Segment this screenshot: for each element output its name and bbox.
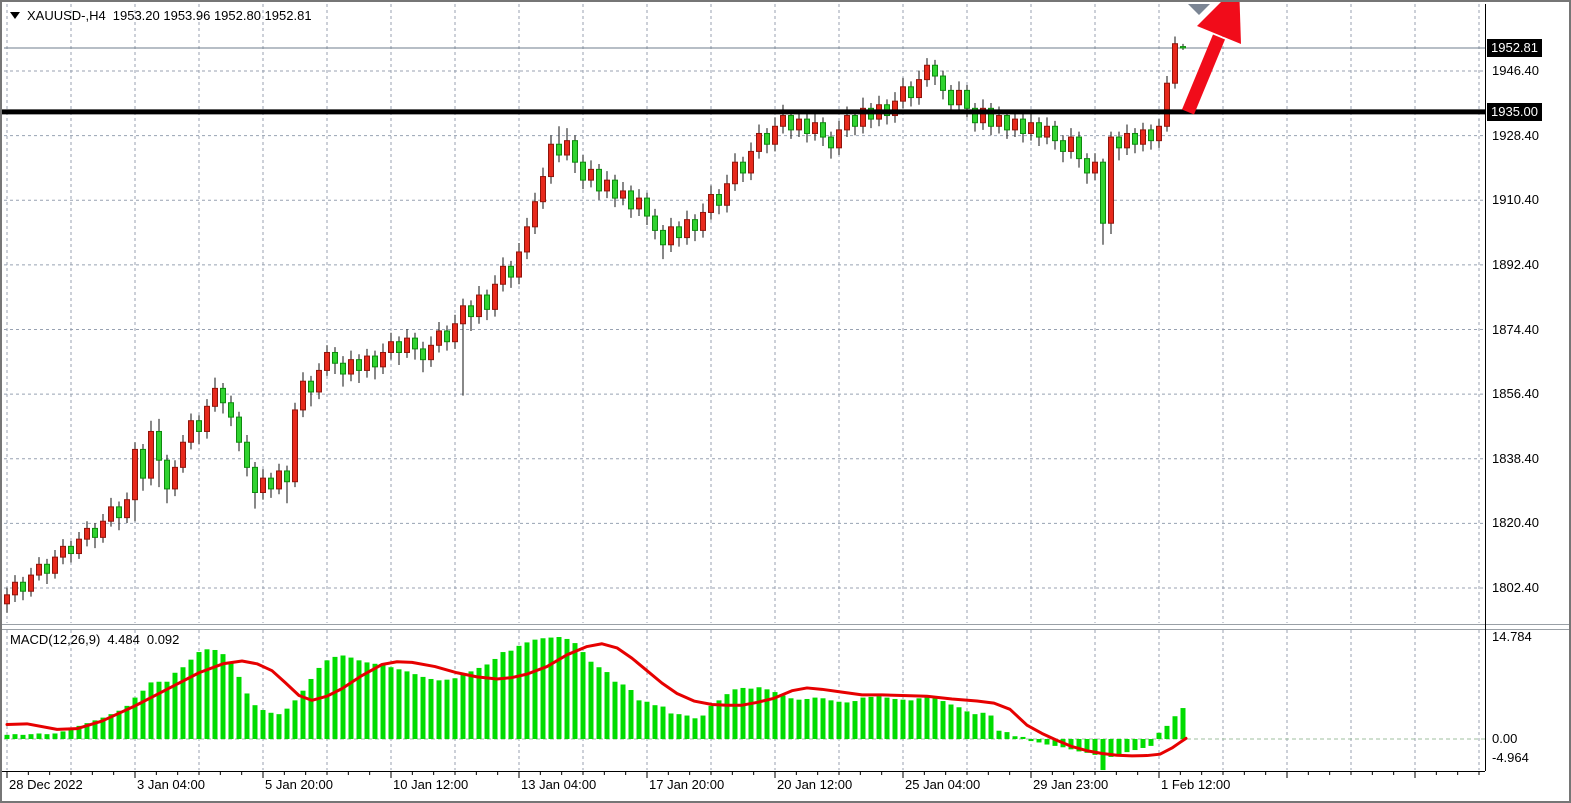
time-axis-label: 13 Jan 04:00 xyxy=(521,777,597,792)
time-axis-label: 17 Jan 20:00 xyxy=(649,777,725,792)
time-axis-label: 28 Dec 2022 xyxy=(9,777,83,792)
time-axis-label: 1 Feb 12:00 xyxy=(1161,777,1231,792)
price-axis-label: 1838.40 xyxy=(1492,450,1539,466)
indicator-main-value: 4.484 xyxy=(107,632,140,647)
chart-shift-marker-icon xyxy=(1188,4,1210,15)
time-axis-label: 29 Jan 23:00 xyxy=(1033,777,1109,792)
level-price-badge: 1935.00 xyxy=(1487,102,1542,121)
indicator-axis-label: 0.00 xyxy=(1492,731,1518,746)
bid-price-badge: 1952.81 xyxy=(1487,38,1542,57)
chart-header: XAUUSD-,H4 1953.20 1953.96 1952.80 1952.… xyxy=(10,8,312,23)
price-axis[interactable]: 1952.81 1935.00 1946.40 1928.40 1910.40 189… xyxy=(1485,2,1569,772)
ohlc-values: 1953.20 1953.96 1952.80 1952.81 xyxy=(112,8,312,23)
price-axis-label: 1874.40 xyxy=(1492,321,1539,337)
symbol-dropdown-icon[interactable] xyxy=(10,12,20,19)
time-axis[interactable]: 28 Dec 2022 3 Jan 04:00 5 Jan 20:00 10 Jan … xyxy=(2,772,1569,801)
price-axis-label: 1946.40 xyxy=(1492,63,1539,78)
indicator-axis-label: -4.964 xyxy=(1492,750,1529,765)
indicator-signal-value: 0.092 xyxy=(146,632,180,647)
time-axis-label: 3 Jan 04:00 xyxy=(137,777,205,792)
time-axis-label: 5 Jan 20:00 xyxy=(265,777,333,792)
indicator-axis-label: 14.784 xyxy=(1492,628,1532,644)
indicator-name: MACD(12,26,9) xyxy=(10,632,101,647)
price-axis-label: 1892.40 xyxy=(1492,256,1539,272)
price-axis-label: 1820.40 xyxy=(1492,515,1539,531)
price-axis-label: 1928.40 xyxy=(1492,127,1539,143)
symbol-timeframe-label: XAUUSD-,H4 xyxy=(27,8,106,23)
price-axis-label: 1856.40 xyxy=(1492,386,1539,402)
price-axis-label: 1910.40 xyxy=(1492,192,1539,208)
time-axis-label: 20 Jan 12:00 xyxy=(777,777,853,792)
price-axis-label: 1802.40 xyxy=(1492,580,1539,595)
indicator-label: MACD(12,26,9) 4.484 0.092 xyxy=(10,632,179,647)
time-axis-label: 10 Jan 12:00 xyxy=(393,777,469,792)
trend-arrow[interactable] xyxy=(1181,2,1241,115)
time-axis-label: 25 Jan 04:00 xyxy=(905,777,981,792)
